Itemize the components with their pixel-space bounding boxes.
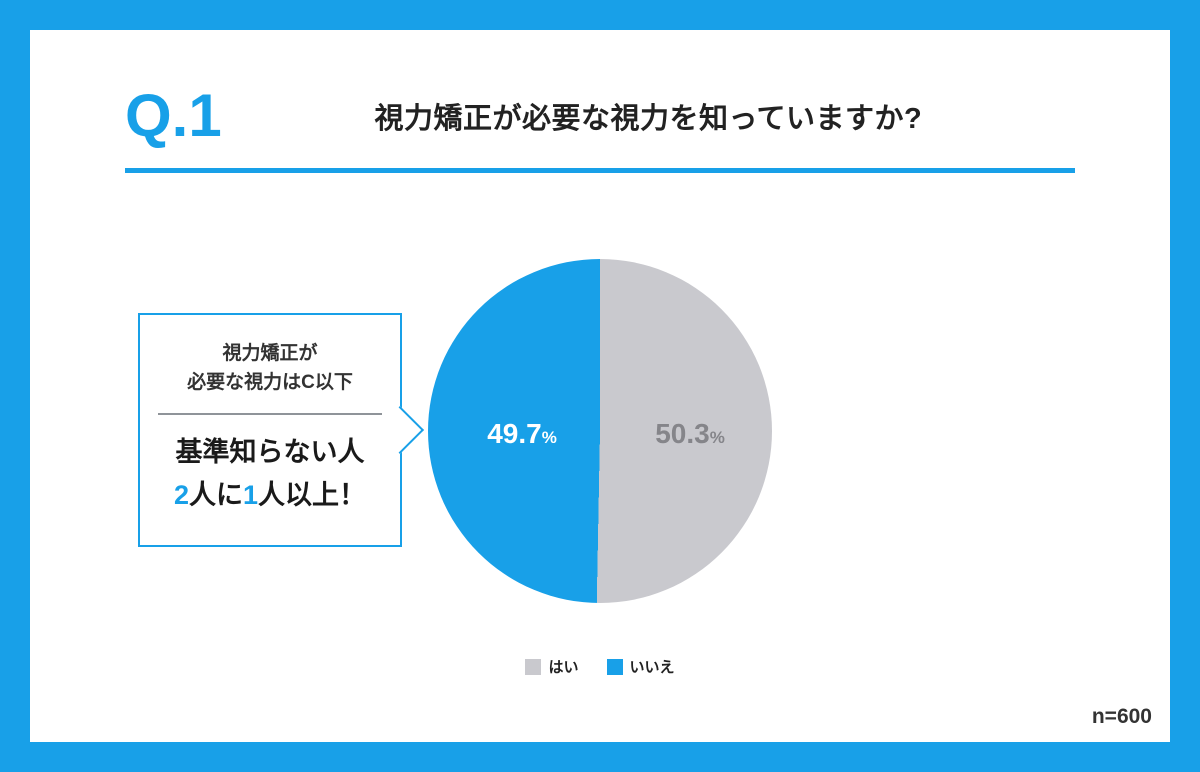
callout-note-line1: 視力矯正が <box>222 343 318 364</box>
header-underline <box>125 168 1075 173</box>
callout-box: 視力矯正が 必要な視力はC以下 基準知らない人 2人に1人以上！ <box>138 313 425 548</box>
pie-chart: 49.7% 50.3% <box>428 259 772 603</box>
legend-label-iie: いいえ <box>629 659 675 676</box>
sample-size-label: n=600 <box>1091 705 1152 728</box>
legend-swatch-iie <box>606 658 623 675</box>
ratio-number-2: 1 <box>243 480 259 511</box>
legend: はい いいえ <box>30 656 1170 677</box>
callout-headline-line1: 基準知らない人 <box>175 436 365 467</box>
chart-title: 視力矯正が必要な視力を知っていますか? <box>374 103 923 135</box>
slice-value-label-iie: 49.7% <box>487 418 557 450</box>
header: Q.1 視力矯正が必要な視力を知っていますか? <box>125 76 1075 156</box>
legend-swatch-hai <box>525 658 542 675</box>
legend-item-iie: いいえ <box>606 656 675 677</box>
ratio-text-tail: 人以上！ <box>258 480 367 511</box>
callout-note-line2: 必要な視力はC以下 <box>187 372 353 394</box>
question-number: Q.1 <box>125 82 222 149</box>
percent-sign: % <box>709 428 725 447</box>
callout-note: 視力矯正が 必要な視力はC以下 <box>150 339 390 398</box>
ratio-text-mid: 人に <box>189 480 243 511</box>
callout-divider <box>158 412 382 415</box>
callout-headline-line2: 2人に1人以上！ <box>150 474 390 517</box>
legend-label-hai: はい <box>548 659 579 676</box>
percent-sign: % <box>541 428 557 447</box>
content-area: Q.1 視力矯正が必要な視力を知っていますか? 49.7% 50.3% 視力矯正… <box>30 30 1170 742</box>
slice-value-label-hai: 50.3% <box>655 418 725 450</box>
ratio-number-1: 2 <box>173 480 189 511</box>
slice-value: 50.3 <box>655 418 710 449</box>
slice-value: 49.7 <box>487 418 542 449</box>
legend-item-hai: はい <box>525 656 579 677</box>
